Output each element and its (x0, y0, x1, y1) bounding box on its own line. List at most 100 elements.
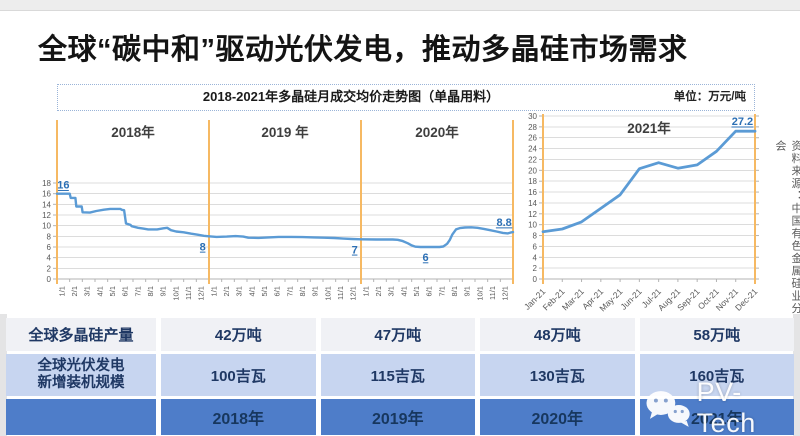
x-axis: 1/1 2/1 3/1 4/1 5/1 6/1 7/1 8/1 9/1 10/1 11/1 12/1 1… (56, 279, 514, 301)
svg-text:10: 10 (528, 221, 537, 230)
svg-text:16: 16 (42, 190, 51, 199)
svg-text:12: 12 (528, 210, 537, 219)
svg-text:10: 10 (42, 222, 51, 231)
svg-text:8: 8 (47, 232, 52, 241)
data-label: 27.2 (732, 116, 753, 128)
svg-text:9/1: 9/1 (463, 286, 472, 296)
table-cell: 47万吨 (320, 318, 475, 351)
svg-text:4/1: 4/1 (247, 286, 256, 296)
svg-text:24: 24 (528, 145, 537, 154)
svg-text:14: 14 (528, 199, 537, 208)
table-cell-year: 2019年 (320, 399, 475, 435)
svg-text:Sep-21: Sep-21 (675, 286, 702, 313)
chart-unit-label: 单位：万元/吨 (673, 91, 746, 103)
table-cell-year: 2018年 (161, 399, 316, 435)
data-label: 8.8 (496, 217, 511, 229)
table-cell: 58万吨 (639, 318, 794, 351)
svg-text:30: 30 (528, 112, 537, 121)
panel-2021: 024681012141618202224262830Jan-21Feb-21M… (522, 112, 760, 313)
watermark-label: PV-Tech (696, 377, 756, 436)
svg-text:9/1: 9/1 (159, 286, 168, 296)
price-line-2018-2020 (55, 192, 515, 249)
svg-text:3/1: 3/1 (387, 286, 396, 296)
annual-summary-table: 全球多晶硅产量 42万吨 47万吨 48万吨 58万吨 全球光伏发电 新增装机规… (6, 318, 794, 435)
row-label-pv-installs: 全球光伏发电 新增装机规模 (6, 354, 156, 396)
svg-text:12: 12 (42, 211, 51, 220)
svg-text:Jun-21: Jun-21 (618, 286, 644, 312)
svg-text:Mar-21: Mar-21 (560, 286, 586, 312)
svg-text:5/1: 5/1 (108, 286, 117, 296)
svg-text:18: 18 (42, 179, 51, 188)
svg-text:10/1: 10/1 (323, 286, 332, 301)
data-label: 8 (200, 241, 206, 253)
row-label-production: 全球多晶硅产量 (6, 318, 156, 351)
svg-text:10/1: 10/1 (171, 286, 180, 301)
wechat-icon (646, 391, 690, 427)
left-edge-strip (0, 314, 7, 436)
page-title: 全球“碳中和”驱动光伏发电，推动多晶硅市场需求 (38, 34, 688, 66)
svg-text:12/1: 12/1 (197, 286, 206, 301)
gridlines (543, 115, 755, 269)
svg-text:6: 6 (533, 242, 538, 251)
table-cell: 115吉瓦 (320, 354, 475, 396)
svg-text:2: 2 (533, 264, 538, 273)
svg-text:11/1: 11/1 (488, 286, 497, 300)
chart-title: 2018-2021年多晶硅月成交均价走势图（单晶用料） (202, 89, 500, 104)
svg-text:16: 16 (528, 188, 537, 197)
svg-text:0: 0 (47, 275, 52, 284)
svg-text:2: 2 (47, 264, 52, 273)
svg-text:9/1: 9/1 (311, 286, 320, 296)
svg-text:2/1: 2/1 (374, 286, 383, 296)
svg-text:8: 8 (533, 232, 538, 241)
top-edge-strip (0, 0, 800, 11)
svg-text:18: 18 (528, 177, 537, 186)
svg-text:11/1: 11/1 (184, 286, 193, 300)
svg-text:5/1: 5/1 (412, 286, 421, 296)
right-edge-strip (793, 314, 800, 436)
svg-text:3/1: 3/1 (83, 286, 92, 296)
svg-text:8/1: 8/1 (146, 286, 155, 296)
svg-text:7/1: 7/1 (437, 286, 446, 296)
x-axis: Jan-21Feb-21Mar-21Apr-21May-21Jun-21Jul-… (522, 279, 760, 313)
data-label: 6 (423, 252, 429, 264)
svg-text:2/1: 2/1 (222, 286, 231, 296)
data-label: 7 (352, 244, 358, 256)
svg-text:2/1: 2/1 (70, 286, 79, 296)
svg-text:4: 4 (533, 253, 538, 262)
pv-tech-watermark: PV-Tech (644, 377, 800, 436)
table-cell: 130吉瓦 (480, 354, 635, 396)
table-cell-year: 2020年 (480, 399, 635, 435)
chart-title-box: 2018-2021年多晶硅月成交均价走势图（单晶用料） 单位：万元/吨 (57, 84, 755, 111)
svg-text:7/1: 7/1 (133, 286, 142, 296)
svg-text:12/1: 12/1 (501, 286, 510, 301)
svg-text:4/1: 4/1 (399, 286, 408, 296)
svg-text:22: 22 (528, 155, 537, 164)
svg-text:6: 6 (47, 243, 52, 252)
svg-text:20: 20 (528, 166, 537, 175)
svg-text:4: 4 (47, 254, 52, 263)
svg-text:14: 14 (42, 200, 51, 209)
svg-text:12/1: 12/1 (349, 286, 358, 301)
svg-text:4/1: 4/1 (95, 286, 104, 296)
svg-text:11/1: 11/1 (336, 286, 345, 300)
data-source-note: 资料来源：中国有色金属硅业分会 (774, 140, 800, 315)
svg-text:6/1: 6/1 (425, 286, 434, 296)
svg-text:6/1: 6/1 (121, 286, 130, 296)
data-label: 16 (57, 180, 69, 192)
svg-text:8/1: 8/1 (450, 286, 459, 296)
svg-text:0: 0 (533, 275, 538, 284)
table-cell: 48万吨 (480, 318, 635, 351)
table-cell-year: 2021年 (639, 399, 794, 435)
svg-text:Dec-21: Dec-21 (733, 286, 760, 313)
svg-text:5/1: 5/1 (260, 286, 269, 296)
price-line-2021 (541, 129, 757, 234)
table-cell: 100吉瓦 (161, 354, 316, 396)
table-cell: 42万吨 (161, 318, 316, 351)
svg-text:1/1: 1/1 (57, 286, 66, 296)
table-cell: 160吉瓦 (639, 354, 794, 396)
svg-text:1/1: 1/1 (209, 286, 218, 296)
